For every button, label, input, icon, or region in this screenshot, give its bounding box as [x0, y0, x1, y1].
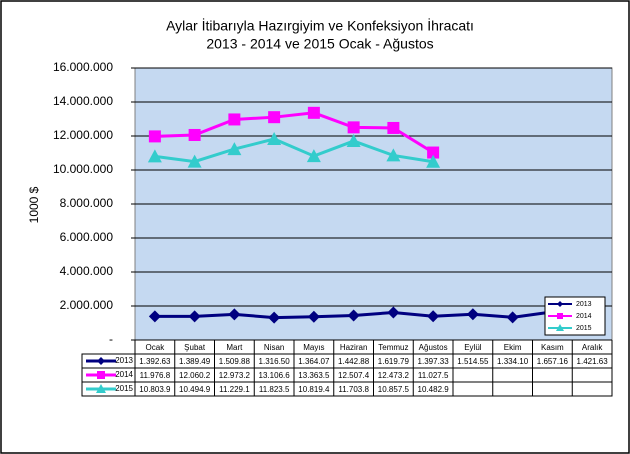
table-value: 13.106.6 [259, 371, 291, 380]
marker [187, 154, 202, 168]
x-tick-label: Mart [226, 343, 243, 352]
table-value: 1.421.63 [577, 357, 609, 366]
table-value: 1.442.88 [338, 357, 370, 366]
y-tick-label: - [109, 332, 113, 346]
marker [97, 371, 105, 379]
marker [466, 308, 479, 321]
marker [347, 121, 360, 134]
marker [346, 134, 361, 148]
table-value: 10.494.9 [179, 385, 211, 394]
table-value: 11.976.8 [140, 371, 171, 380]
x-tick-label: Haziran [340, 343, 368, 352]
marker [267, 132, 282, 146]
marker [307, 310, 320, 323]
y-tick-label: 12.000.000 [53, 128, 113, 142]
marker [148, 130, 161, 143]
table-value: 11.823.5 [259, 385, 290, 394]
marker [268, 111, 281, 124]
marker [227, 142, 242, 156]
y-tick-label: 4.000.000 [60, 264, 114, 278]
chart-title: Aylar İtibarıyla Hazırgiyim ve Konfeksiy… [166, 17, 474, 34]
y-axis-label: 1000 $ [27, 186, 41, 223]
series-line [154, 310, 593, 320]
table-series-name: 2013 [115, 356, 133, 365]
x-tick-label: Nisan [264, 343, 284, 352]
legend-label: 2015 [576, 325, 592, 332]
marker [506, 311, 519, 324]
table-value: 10.819.4 [298, 385, 330, 394]
marker [426, 154, 441, 168]
table-value: 13.363.5 [298, 371, 330, 380]
table-value: 12.473.2 [378, 371, 410, 380]
table-value: 11.703.8 [338, 385, 369, 394]
marker [347, 309, 360, 322]
marker [557, 313, 563, 319]
marker [188, 310, 201, 323]
marker [307, 106, 320, 119]
x-tick-label: Eylül [464, 343, 482, 352]
y-tick-label: 16.000.000 [53, 60, 113, 74]
series-line [154, 111, 434, 154]
table-series-name: 2015 [115, 384, 133, 393]
table-value: 1.364.07 [298, 357, 330, 366]
table-value: 1.316.50 [259, 357, 291, 366]
x-tick-label: Ağustos [419, 343, 448, 352]
table-value: 10.857.5 [378, 385, 410, 394]
x-tick-label: Aralık [582, 343, 603, 352]
marker [427, 310, 440, 323]
table-value: 1.334.10 [497, 357, 529, 366]
y-tick-label: 14.000.000 [53, 94, 113, 108]
table-value: 1.509.88 [219, 357, 251, 366]
legend-label: 2013 [576, 301, 592, 308]
marker [427, 146, 440, 159]
table-value: 11.229.1 [219, 385, 250, 394]
x-tick-label: Ocak [146, 343, 166, 352]
y-tick-label: 10.000.000 [53, 162, 113, 176]
table-value: 10.803.9 [139, 385, 171, 394]
marker [228, 308, 241, 321]
x-tick-label: Mayıs [303, 343, 324, 352]
x-tick-label: Kasım [541, 343, 564, 352]
table-value: 12.973.2 [219, 371, 251, 380]
marker [387, 306, 400, 319]
table-value: 1.657.16 [537, 357, 569, 366]
table-value: 10.482.9 [418, 385, 450, 394]
legend-label: 2014 [576, 313, 592, 320]
table-value: 1.619.79 [378, 357, 410, 366]
marker [188, 128, 201, 141]
table-value: 12.060.2 [179, 371, 211, 380]
table-value: 1.389.49 [179, 357, 211, 366]
marker [147, 149, 162, 163]
marker [268, 311, 281, 324]
y-tick-label: 2.000.000 [60, 298, 114, 312]
table-value: 1.514.55 [457, 357, 489, 366]
series-line [154, 137, 434, 164]
marker [387, 121, 400, 134]
table-value: 1.397.33 [418, 357, 450, 366]
x-tick-label: Şubat [184, 343, 206, 352]
marker [96, 384, 106, 393]
y-tick-label: 6.000.000 [60, 230, 114, 244]
marker [557, 301, 563, 307]
marker [148, 310, 161, 323]
table-value: 11.027.5 [418, 371, 449, 380]
chart-subtitle: 2013 - 2014 ve 2015 Ocak - Ağustos [206, 36, 433, 52]
x-tick-label: Ekim [504, 343, 522, 352]
marker [228, 113, 241, 126]
table-series-name: 2014 [115, 370, 133, 379]
table-value: 12.507.4 [338, 371, 370, 380]
x-tick-label: Temmuz [378, 343, 408, 352]
marker [556, 324, 564, 331]
table-value: 1.392.63 [139, 357, 171, 366]
marker [386, 148, 401, 162]
y-tick-label: 8.000.000 [60, 196, 114, 210]
marker [97, 357, 105, 365]
marker [306, 149, 321, 163]
